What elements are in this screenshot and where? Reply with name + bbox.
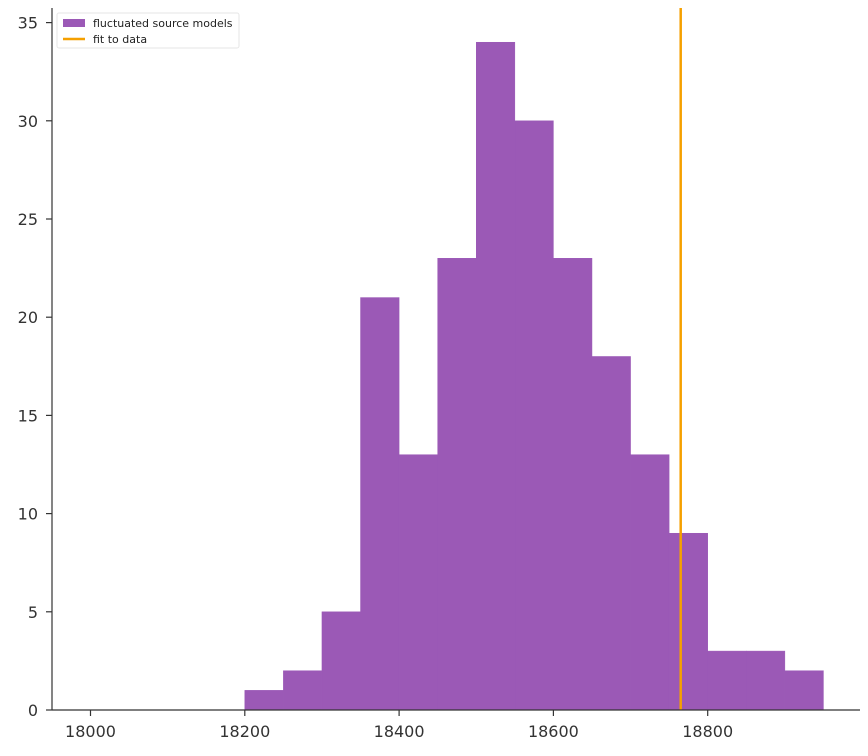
y-ticks: 0 5 10 15 20 25 30 35 [18, 14, 52, 720]
histogram-bar [360, 297, 400, 711]
y-tick-label: 30 [18, 112, 38, 131]
histogram-bar [514, 120, 554, 711]
x-tick-label: 18000 [65, 722, 116, 741]
legend-swatch-fluctuated-source-models [63, 19, 85, 27]
y-tick-label: 0 [28, 701, 38, 720]
legend-label-fluctuated-source-models: fluctuated source models [93, 17, 233, 30]
histogram-bar [398, 454, 438, 711]
histogram-bar [321, 611, 361, 711]
y-tick-label: 25 [18, 210, 38, 229]
x-ticks: 18000 18200 18400 18600 18800 [65, 710, 733, 741]
histogram-bar [476, 41, 516, 711]
y-tick-label: 35 [18, 14, 38, 33]
histogram-bars [244, 41, 824, 711]
y-tick-label: 20 [18, 308, 38, 327]
y-tick-label: 5 [28, 603, 38, 622]
histogram-bar [784, 670, 824, 711]
x-tick-label: 18200 [219, 722, 270, 741]
histogram-bar [668, 532, 708, 711]
legend-frame [56, 12, 240, 49]
histogram-bar [746, 650, 786, 711]
histogram-bar [591, 356, 631, 711]
histogram-bar [244, 690, 284, 711]
x-tick-label: 18800 [682, 722, 733, 741]
histogram-bar [707, 650, 747, 711]
histogram-bar [437, 258, 477, 711]
x-tick-label: 18600 [528, 722, 579, 741]
legend: fluctuated source models fit to data [56, 12, 240, 49]
x-tick-label: 18400 [374, 722, 425, 741]
y-tick-label: 10 [18, 505, 38, 524]
histogram-bar [283, 670, 323, 711]
axes [51, 8, 860, 711]
histogram-bar [553, 258, 593, 711]
y-tick-label: 15 [18, 406, 38, 425]
histogram-bar [630, 454, 670, 711]
legend-label-fit-to-data: fit to data [93, 33, 147, 46]
